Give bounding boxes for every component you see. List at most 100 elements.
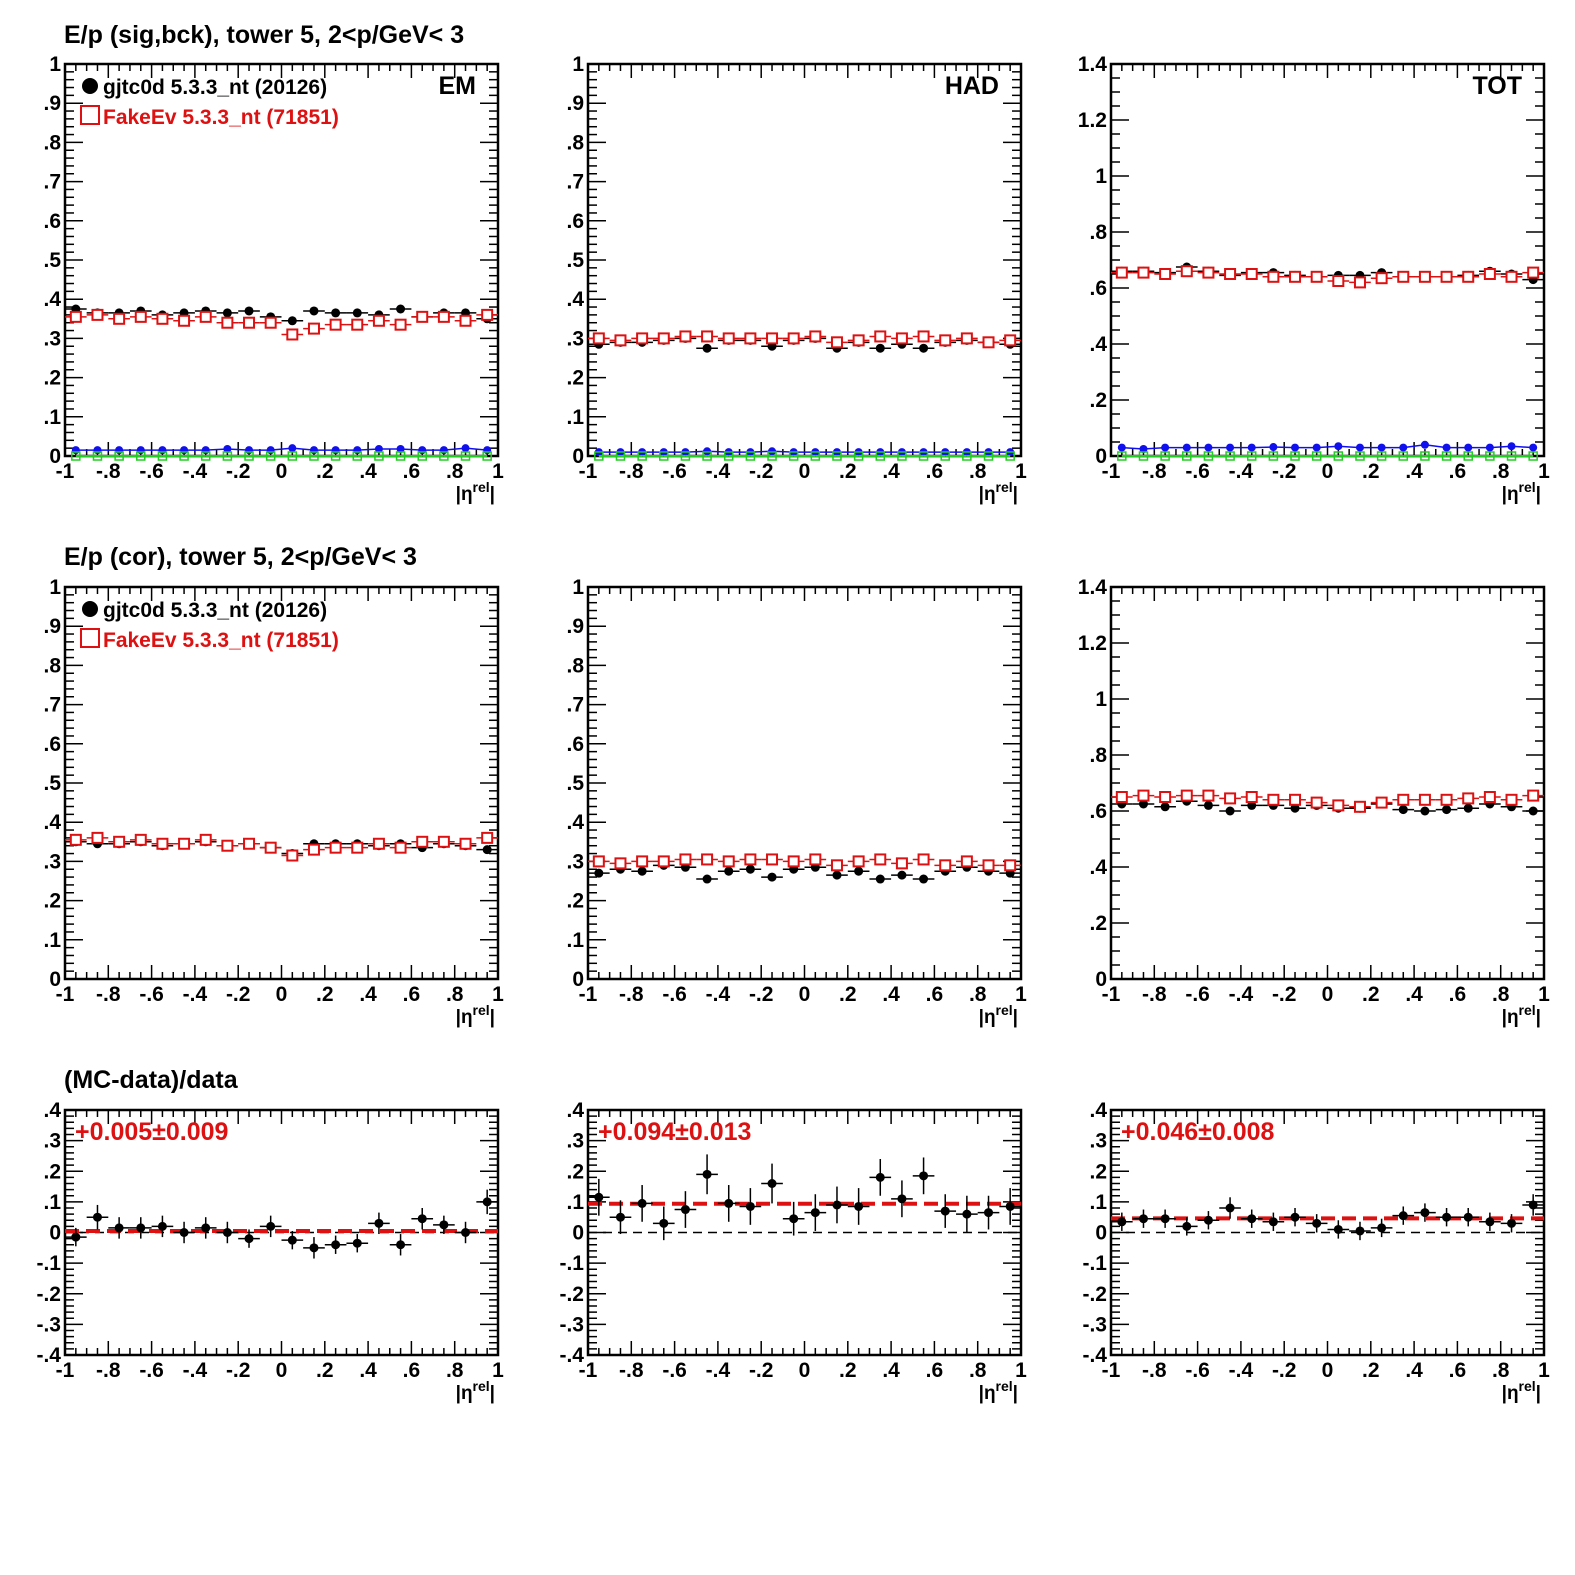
x-axis-title: |ηrel| xyxy=(979,1002,1018,1028)
x-tick-label: .8 xyxy=(1492,460,1510,483)
mc-point xyxy=(1224,268,1237,280)
green-point xyxy=(853,451,864,461)
mc-point xyxy=(221,839,234,852)
x-tick-label: .2 xyxy=(1362,1359,1380,1382)
green-point xyxy=(594,451,604,461)
x-axis-title: |ηrel| xyxy=(1502,479,1541,505)
green-point xyxy=(788,451,799,461)
ratio-point xyxy=(789,1214,799,1224)
green-point xyxy=(832,451,842,461)
data-point xyxy=(396,304,406,314)
blue-point xyxy=(158,446,167,455)
series-mc xyxy=(588,853,1021,872)
mc-point xyxy=(1137,266,1150,279)
x-tick-label: -.6 xyxy=(1185,460,1210,483)
x-tick-label: -.8 xyxy=(1142,460,1167,483)
green-point xyxy=(1463,451,1473,461)
y-tick-label: .5 xyxy=(566,772,584,795)
x-tick-label: -.8 xyxy=(96,460,121,483)
y-tick-label: .2 xyxy=(1089,389,1107,412)
data-point xyxy=(1398,805,1408,815)
mc-point xyxy=(329,841,342,854)
plot-cor-tot: -1 -.8 -.6 -.4 -.2 0.2.4.6.8 1|ηrel|0.2.4.6.81… xyxy=(1078,576,1550,1028)
y-tick-label: .4 xyxy=(43,811,61,834)
mc-point xyxy=(614,334,627,347)
series-mc xyxy=(65,308,498,341)
mc-point xyxy=(895,857,908,870)
mc-point xyxy=(459,837,472,850)
mc-point xyxy=(917,853,930,866)
y-tick-label: .2 xyxy=(1089,912,1107,935)
green-point xyxy=(1355,451,1365,461)
y-tick-label: .4 xyxy=(1089,1099,1107,1122)
ratio-point xyxy=(1377,1223,1387,1233)
x-tick-label: .4 xyxy=(882,1359,900,1382)
y-tick-label: 1.2 xyxy=(1078,109,1107,132)
mc-point xyxy=(1245,791,1258,803)
mc-point xyxy=(960,332,973,345)
green-point xyxy=(1398,451,1409,461)
x-tick-label: .6 xyxy=(403,460,421,483)
data-point xyxy=(897,870,907,880)
green-point xyxy=(810,451,821,461)
mc-point xyxy=(1224,792,1237,805)
mc-point xyxy=(286,849,299,862)
mc-point xyxy=(243,837,256,850)
mc-point xyxy=(1267,270,1280,283)
blue-point xyxy=(1529,443,1538,452)
y-tick-label: .5 xyxy=(566,249,584,272)
plot-ratio-em: -1 -.8 -.6 -.4 -.2 0 .2 .4 .6 .8 1|ηrel| -.4 -.3 -.2 -… xyxy=(36,1099,504,1404)
mc-point xyxy=(657,855,670,868)
x-tick-label: -.2 xyxy=(1272,460,1297,483)
mc-point xyxy=(1267,793,1280,806)
data-point xyxy=(745,864,755,874)
mc-point xyxy=(156,312,169,325)
mc-point xyxy=(636,855,649,868)
x-axis-title: |ηrel| xyxy=(456,1002,495,1028)
x-tick-label: -.2 xyxy=(226,460,251,483)
x-tick-label: -.2 xyxy=(1272,1359,1297,1382)
ratio-point xyxy=(92,1212,102,1222)
y-tick-label: 1 xyxy=(572,53,584,76)
y-tick-label: .1 xyxy=(566,1191,584,1214)
x-tick-label: -.6 xyxy=(662,983,687,1006)
plot-frame xyxy=(586,585,1023,981)
x-tick-label: .8 xyxy=(969,460,987,483)
mc-point xyxy=(1289,270,1302,283)
y-tick-label: .4 xyxy=(566,288,584,311)
mc-point xyxy=(679,853,692,866)
x-tick-label: -1 xyxy=(56,983,75,1006)
mc-point xyxy=(982,859,995,872)
blue-point xyxy=(136,446,145,455)
x-axis-title: |ηrel| xyxy=(456,479,495,505)
x-tick-label: -.8 xyxy=(619,983,644,1006)
x-tick-label: -.2 xyxy=(749,460,774,483)
y-tick-label: .3 xyxy=(566,850,584,873)
x-tick-label: .2 xyxy=(316,460,334,483)
blue-point xyxy=(309,446,318,455)
green-point xyxy=(265,451,276,461)
mc-point xyxy=(1505,793,1518,806)
mc-point xyxy=(830,859,843,872)
y-tick-label: .7 xyxy=(43,171,61,194)
x-axis-title: |ηrel| xyxy=(979,1378,1018,1404)
green-point xyxy=(962,451,972,461)
x-tick-label: 0 xyxy=(799,460,811,483)
y-tick-label: .6 xyxy=(566,210,584,233)
y-tick-label: -.4 xyxy=(36,1344,61,1367)
mc-point xyxy=(744,332,757,345)
green-point xyxy=(918,451,929,461)
ratio-point xyxy=(352,1238,362,1248)
y-tick-label: 1 xyxy=(49,576,61,599)
x-tick-label: -.8 xyxy=(96,1359,121,1382)
green-point xyxy=(1138,451,1149,461)
ratio-point xyxy=(331,1240,341,1250)
legend-data-marker xyxy=(82,78,98,94)
y-tick-label: .4 xyxy=(43,1099,61,1122)
y-tick-label: .6 xyxy=(566,733,584,756)
mc-point xyxy=(1440,270,1453,283)
y-tick-label: .3 xyxy=(566,1130,584,1153)
mc-point xyxy=(1440,793,1453,806)
mc-point xyxy=(895,332,908,345)
y-tick-label: 1 xyxy=(572,576,584,599)
